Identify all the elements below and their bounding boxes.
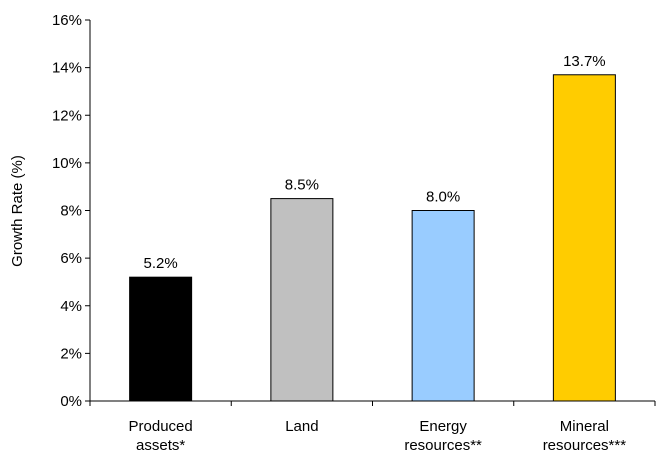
y-tick-label: 8% <box>60 203 82 220</box>
y-tick-label: 12% <box>52 107 82 124</box>
bar <box>552 74 616 402</box>
x-tick-label: assets* <box>136 437 185 454</box>
x-tick-label: Mineral <box>560 418 609 435</box>
data-label: 8.0% <box>426 189 460 206</box>
x-tick-label: resources*** <box>543 437 627 454</box>
x-tick-label: Energy <box>419 418 467 435</box>
bars <box>129 74 616 402</box>
data-labels: 5.2% 8.5% 8.0% 13.7% <box>144 53 606 272</box>
y-tick-label: 14% <box>52 60 82 77</box>
y-tick-label: 0% <box>60 393 82 410</box>
y-axis-title: Growth Rate (%) <box>9 155 26 267</box>
bar <box>411 210 475 402</box>
x-tick-label: Land <box>285 418 318 435</box>
y-tick-label: 4% <box>60 298 82 315</box>
data-label: 13.7% <box>563 53 606 70</box>
x-tick-label: resources** <box>404 437 482 454</box>
data-label: 5.2% <box>144 255 178 272</box>
y-tick-label: 10% <box>52 155 82 172</box>
y-tick-label: 6% <box>60 250 82 267</box>
data-label: 8.5% <box>285 177 319 194</box>
y-axis-ticks: 0% 2% 4% 6% 8% 10% 12% 14% 16% <box>52 12 90 410</box>
bar <box>270 198 334 402</box>
x-axis-labels: Produced assets* Land Energy resources** Mine… <box>89 401 656 454</box>
y-tick-label: 16% <box>52 12 82 29</box>
y-tick-label: 2% <box>60 345 82 362</box>
x-tick-label: Produced <box>129 418 193 435</box>
bar <box>129 276 193 402</box>
